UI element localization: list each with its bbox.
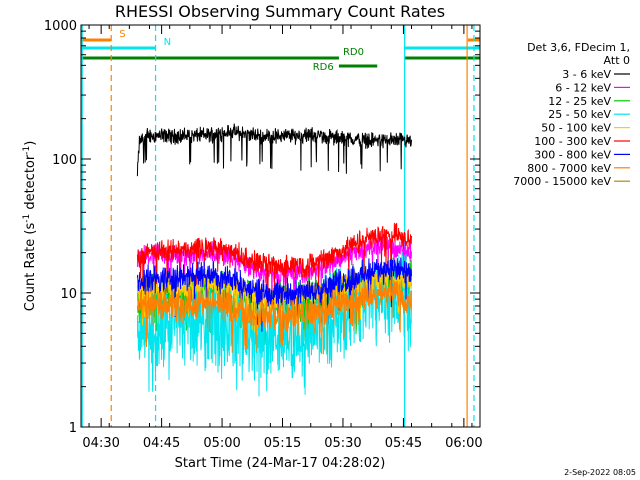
series-line: [136, 276, 412, 354]
flag-label: RD0: [343, 47, 364, 58]
legend-label: 50 - 100 keV: [541, 122, 611, 135]
x-tick-label: 05:00: [203, 436, 240, 451]
y-axis-label-sup1: -1: [22, 214, 32, 223]
date-stamp: 2-Sep-2022 08:05: [564, 468, 636, 477]
x-axis-label: Start Time (24-Mar-17 04:28:02): [175, 456, 386, 471]
flag-label: RD6: [313, 62, 334, 73]
y-axis: 1 10 100 1000: [44, 19, 480, 436]
series-lines-layer: [136, 123, 412, 397]
y-axis-label-main: Count Rate (s: [23, 223, 38, 312]
x-tick-label: 06:00: [445, 436, 482, 451]
legend-label: 12 - 25 keV: [548, 95, 611, 108]
plot-frame: [80, 24, 481, 428]
legend-header-line2: Att 0: [604, 54, 630, 67]
y-tick-label: 1: [69, 421, 77, 436]
y-axis-label-end: ): [23, 141, 38, 146]
x-tick-label: 05:30: [324, 436, 361, 451]
x-tick-label: 05:45: [385, 436, 422, 451]
x-tick-label: 04:30: [82, 436, 119, 451]
flag-label: S: [119, 29, 125, 40]
legend-label: 100 - 300 keV: [534, 135, 611, 148]
y-axis-label-mid: detector: [23, 154, 38, 214]
x-tick-label: 04:45: [143, 436, 180, 451]
y-axis-label-sup2: -1: [22, 146, 32, 155]
legend-label: 6 - 12 keV: [555, 81, 611, 94]
series-line: [136, 257, 412, 332]
legend-label: 800 - 7000 keV: [527, 162, 611, 175]
series-line: [136, 123, 412, 177]
legend-label: 25 - 50 keV: [548, 108, 611, 121]
y-tick-label: 10: [60, 287, 77, 302]
legend-header-line1: Det 3,6, FDecim 1,: [527, 41, 630, 54]
y-tick-label: 100: [52, 153, 77, 168]
x-tick-label: 05:15: [264, 436, 301, 451]
flag-label: N: [164, 37, 171, 48]
y-axis-label: Count Rate (s-1 detector-1): [22, 141, 38, 312]
y-tick-label: 1000: [44, 19, 77, 34]
chart-title: RHESSI Observing Summary Count Rates: [115, 2, 445, 21]
x-axis: 04:30 04:45 05:00 05:15 05:30 05:45 06:00: [82, 25, 483, 451]
legend-label: 300 - 800 keV: [534, 148, 611, 161]
flag-bars-layer: S N RD0 RD6: [81, 29, 480, 73]
legend-label: 3 - 6 keV: [562, 68, 611, 81]
legend-label: 7000 - 15000 keV: [513, 175, 611, 188]
